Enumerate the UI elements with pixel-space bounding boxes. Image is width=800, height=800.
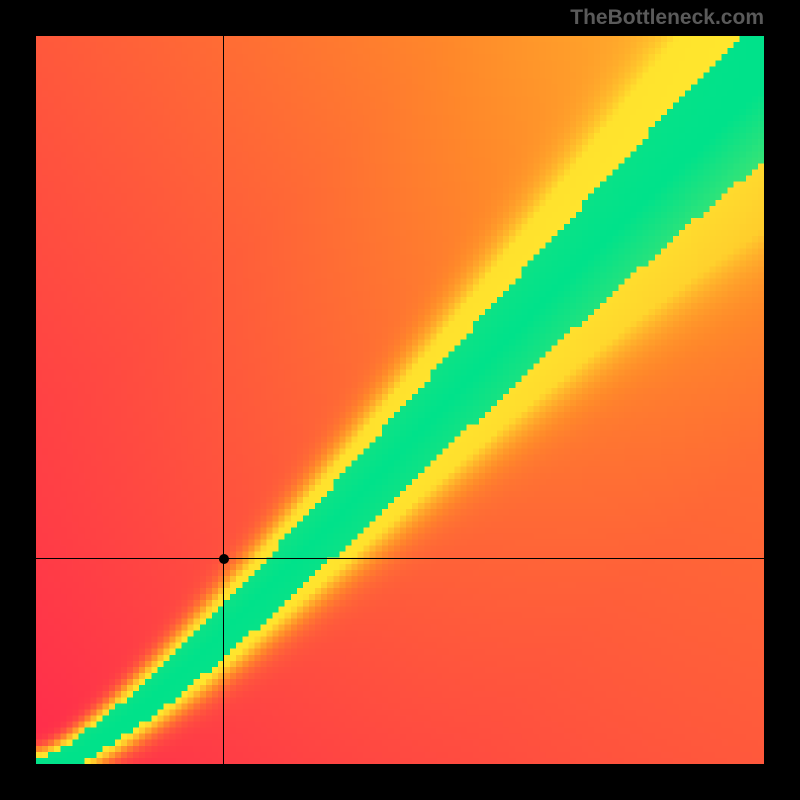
crosshair-horizontal bbox=[36, 558, 764, 559]
bottleneck-heatmap bbox=[36, 36, 764, 764]
chart-container: { "watermark": { "text": "TheBottleneck.… bbox=[0, 0, 800, 800]
crosshair-marker bbox=[219, 554, 229, 564]
watermark-text: TheBottleneck.com bbox=[570, 6, 764, 30]
crosshair-vertical bbox=[223, 36, 224, 764]
